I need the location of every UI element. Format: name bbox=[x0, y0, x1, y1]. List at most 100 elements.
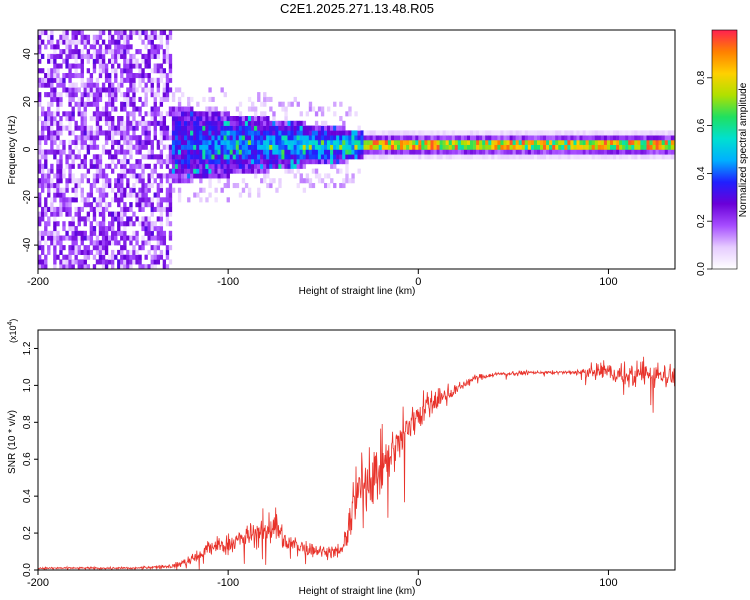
spectrogram-cell bbox=[196, 135, 200, 141]
spectrogram-cell bbox=[156, 111, 161, 117]
spectrogram-cell bbox=[491, 154, 495, 160]
spectrogram-cell bbox=[272, 111, 276, 117]
spectrogram-cell bbox=[254, 168, 258, 174]
spectrogram-cell bbox=[260, 144, 264, 150]
spectrogram-cell bbox=[101, 216, 106, 222]
spectrogram-cell bbox=[168, 34, 173, 40]
spectrogram-cell bbox=[147, 77, 151, 83]
spectrogram-cell bbox=[62, 87, 66, 93]
spectrogram-cell bbox=[101, 221, 106, 227]
spectrogram-cell bbox=[254, 159, 258, 165]
spectrogram-cell bbox=[564, 149, 568, 155]
spectrogram-cell bbox=[56, 96, 60, 102]
spectrogram-cell bbox=[65, 30, 69, 36]
spectrogram-cell bbox=[159, 34, 164, 40]
spectrogram-cell bbox=[184, 159, 188, 165]
spectrogram-cell bbox=[549, 144, 553, 150]
spectrogram-cell bbox=[138, 135, 142, 141]
spectrogram-cell bbox=[50, 53, 54, 59]
spectrogram-cell bbox=[68, 44, 72, 50]
spectrogram-cell bbox=[129, 173, 133, 179]
spectrogram-cell bbox=[518, 149, 523, 155]
spectrogram-cell bbox=[89, 144, 94, 150]
spectrogram-cell bbox=[555, 144, 559, 150]
spectrogram-cell bbox=[454, 139, 459, 145]
x-tick-label: 100 bbox=[599, 276, 617, 288]
spectrogram-cell bbox=[512, 139, 516, 145]
spectrogram-cell bbox=[174, 130, 179, 136]
spectrogram-cell bbox=[156, 187, 161, 193]
spectrogram-cell bbox=[640, 149, 644, 155]
spectrogram-cell bbox=[56, 135, 60, 141]
spectrogram-cell bbox=[190, 154, 194, 160]
spectrogram-cell bbox=[144, 87, 148, 93]
spectrogram-cell bbox=[56, 221, 60, 227]
spectrogram-cell bbox=[77, 178, 81, 184]
spectrogram-cell bbox=[86, 130, 91, 136]
spectrogram-cell bbox=[257, 144, 261, 150]
spectrogram-cell bbox=[442, 154, 446, 160]
spectrogram-cell bbox=[129, 154, 133, 160]
spectrogram-cell bbox=[129, 73, 133, 79]
spectrogram-cell bbox=[558, 135, 562, 141]
spectrogram-cell bbox=[126, 235, 130, 241]
spectrogram-cell bbox=[327, 139, 331, 145]
spectrogram-cell bbox=[588, 139, 593, 145]
spectrogram-cell bbox=[71, 63, 75, 69]
spectrogram-cell bbox=[147, 230, 151, 236]
spectrogram-cell bbox=[74, 154, 78, 160]
y-tick-label: 1.2 bbox=[22, 341, 33, 355]
spectrogram-cell bbox=[132, 58, 136, 64]
spectrogram-cell bbox=[98, 211, 103, 217]
spectrogram-cell bbox=[184, 178, 188, 184]
spectrogram-cell bbox=[579, 135, 583, 141]
spectrogram-cell bbox=[634, 144, 638, 150]
spectrogram-cell bbox=[53, 73, 57, 79]
spectrogram-cell bbox=[649, 130, 653, 136]
spectrogram-cell bbox=[540, 154, 544, 160]
spectrogram-cell bbox=[101, 192, 106, 198]
spectrogram-cell bbox=[80, 192, 84, 198]
spectrogram-cell bbox=[117, 192, 121, 198]
spectrogram-cell bbox=[281, 106, 285, 112]
spectrogram-cell bbox=[409, 154, 413, 160]
spectrogram-cell bbox=[120, 235, 124, 241]
spectrogram-cell bbox=[47, 39, 51, 45]
spectrogram-cell bbox=[619, 144, 623, 150]
spectrogram-cell bbox=[95, 235, 100, 241]
spectrogram-cell bbox=[232, 135, 237, 141]
spectrogram-cell bbox=[168, 230, 173, 236]
spectrogram-cell bbox=[202, 159, 206, 165]
spectrogram-cell bbox=[89, 187, 94, 193]
spectrogram-cell bbox=[223, 144, 227, 150]
spectrogram-cell bbox=[625, 154, 629, 160]
spectrogram-cell bbox=[299, 178, 303, 184]
spectrogram-cell bbox=[83, 116, 87, 122]
spectrogram-cell bbox=[165, 202, 170, 208]
spectrogram-cell bbox=[558, 144, 562, 150]
spectrogram-cell bbox=[314, 168, 319, 174]
spectrogram-cell bbox=[165, 96, 170, 102]
spectrogram-cell bbox=[494, 139, 498, 145]
spectrogram-cell bbox=[579, 149, 583, 155]
spectrogram-cell bbox=[74, 226, 78, 232]
spectrogram-cell bbox=[506, 144, 510, 150]
spectrogram-cell bbox=[56, 173, 60, 179]
spectrogram-cell bbox=[123, 259, 127, 265]
spectrogram-cell bbox=[114, 197, 118, 203]
spectrogram-cell bbox=[83, 173, 87, 179]
spectrogram-cell bbox=[284, 168, 288, 174]
spectrogram-cell bbox=[290, 130, 294, 136]
spectrogram-cell bbox=[68, 235, 72, 241]
spectrogram-cell bbox=[83, 235, 87, 241]
spectrogram-cell bbox=[564, 154, 568, 160]
spectrogram-cell bbox=[101, 168, 106, 174]
spectrogram-cell bbox=[457, 135, 462, 141]
spectrogram-cell bbox=[369, 154, 373, 160]
spectrogram-cell bbox=[150, 44, 154, 50]
spectrogram-cell bbox=[68, 53, 72, 59]
spectrogram-cell bbox=[141, 240, 145, 246]
spectrogram-cell bbox=[138, 63, 142, 69]
spectrogram-cell bbox=[208, 130, 212, 136]
spectrogram-cell bbox=[296, 154, 300, 160]
